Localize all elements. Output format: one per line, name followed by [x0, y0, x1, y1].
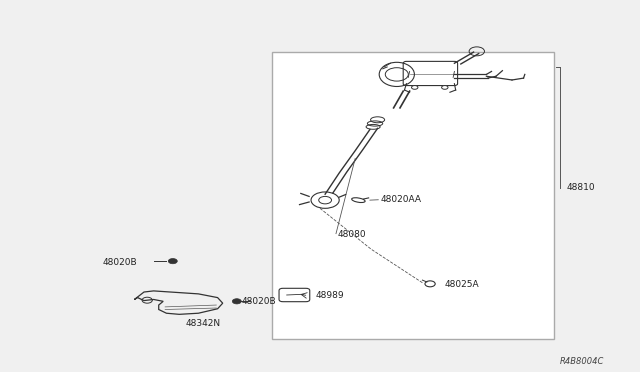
Text: 48989: 48989 — [316, 291, 344, 300]
Text: 48020AA: 48020AA — [381, 195, 422, 203]
Bar — [272, 52, 554, 339]
Text: 48020B: 48020B — [102, 258, 137, 267]
Text: 48020B: 48020B — [242, 297, 276, 306]
Text: 48025A: 48025A — [445, 280, 479, 289]
Text: 48810: 48810 — [566, 183, 595, 192]
Circle shape — [412, 86, 418, 89]
Circle shape — [232, 299, 241, 304]
Circle shape — [442, 86, 448, 89]
Circle shape — [168, 259, 177, 264]
Text: R4B8004C: R4B8004C — [560, 357, 604, 366]
Text: 48342N: 48342N — [186, 319, 221, 328]
Text: 48080: 48080 — [338, 230, 367, 239]
